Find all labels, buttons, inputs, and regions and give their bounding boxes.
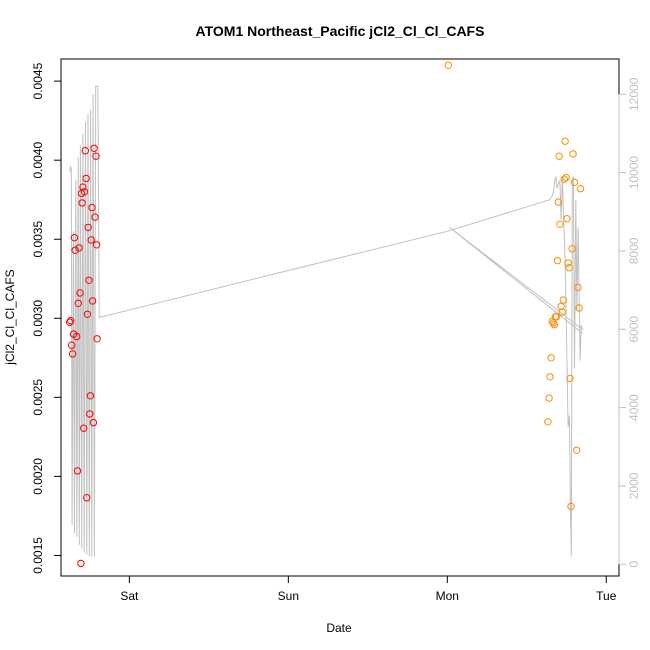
data-point	[573, 446, 581, 454]
y-tick-label: 0.0015	[31, 537, 45, 574]
data-point	[555, 152, 563, 160]
data-point	[566, 374, 574, 383]
data-point	[75, 244, 83, 252]
data-point	[79, 183, 87, 191]
data-point	[546, 373, 554, 381]
data-point	[565, 264, 573, 272]
points-layer	[66, 61, 585, 568]
chart-title: ATOM1 Northeast_Pacific jCl2_Cl_Cl_CAFS	[196, 23, 485, 39]
data-point	[68, 350, 77, 358]
y-tick-label: 0.0035	[31, 221, 45, 258]
data-point	[567, 502, 575, 511]
data-point	[550, 320, 558, 329]
y2-tick-label: 6000	[627, 316, 641, 343]
data-point	[88, 203, 96, 212]
data-point	[71, 246, 79, 255]
data-point	[563, 215, 571, 223]
x-tick-label: Tue	[596, 589, 617, 603]
data-point	[549, 319, 557, 327]
data-point	[568, 245, 576, 253]
data-point	[92, 241, 101, 249]
data-point	[77, 559, 85, 568]
data-point	[70, 234, 79, 242]
data-point	[90, 144, 98, 153]
data-point	[83, 310, 92, 318]
y-tick-label: 0.0025	[31, 379, 45, 416]
data-point	[86, 392, 95, 400]
data-point	[444, 61, 452, 70]
data-point	[76, 289, 84, 297]
y-tick-label: 0.0030	[31, 300, 45, 337]
data-point	[81, 147, 90, 155]
data-point	[88, 297, 97, 305]
data-point	[556, 220, 564, 228]
data-point	[576, 184, 585, 193]
y2-tick-label: 12000	[627, 77, 641, 111]
plot-frame	[60, 58, 620, 577]
data-point	[561, 137, 569, 145]
data-point	[82, 174, 90, 183]
data-point	[553, 256, 562, 265]
data-point	[92, 152, 100, 160]
data-point	[544, 418, 552, 426]
data-point	[558, 308, 566, 316]
data-point	[554, 198, 562, 206]
data-point	[80, 188, 89, 196]
x-tick-label: Mon	[436, 589, 459, 603]
x-tick-label: Sat	[120, 589, 139, 603]
y-axis-label: jCl2_Cl_Cl_CAFS	[3, 269, 17, 365]
x-tick-label: Sun	[278, 589, 299, 603]
data-point	[545, 394, 553, 402]
data-point	[574, 283, 582, 292]
data-point	[87, 236, 95, 244]
data-point	[67, 317, 75, 325]
data-point	[85, 276, 93, 284]
secondary-series-line	[69, 85, 584, 557]
data-point	[547, 354, 555, 362]
data-point	[73, 467, 82, 475]
y-tick-label: 0.0020	[31, 458, 45, 495]
data-point	[575, 304, 583, 312]
y2-tick-label: 8000	[627, 237, 641, 264]
data-point	[570, 178, 579, 187]
data-point	[74, 299, 83, 307]
data-point	[557, 302, 565, 311]
data-point	[73, 332, 81, 341]
data-point	[80, 424, 88, 432]
data-point	[66, 318, 74, 326]
data-point	[91, 213, 99, 221]
data-point	[78, 199, 86, 207]
data-point	[68, 341, 76, 349]
data-point	[562, 173, 570, 182]
y2-tick-label: 4000	[627, 394, 641, 421]
axes-layer: Sat Sun Mon Tue 0.0015 0.0020 0.0025 0.0030 0.00…	[31, 62, 641, 603]
x-axis-label: Date	[326, 621, 352, 635]
y-tick-label: 0.0040	[31, 142, 45, 179]
data-point	[564, 259, 572, 267]
data-point	[559, 296, 568, 304]
data-point	[86, 410, 94, 418]
y2-tick-label: 0	[627, 561, 641, 568]
data-point	[84, 223, 92, 232]
y2-tick-label: 2000	[627, 472, 641, 499]
data-point	[93, 335, 101, 343]
data-point	[560, 175, 568, 183]
data-point	[569, 150, 577, 158]
data-point	[83, 494, 91, 502]
data-point	[89, 418, 98, 427]
y2-tick-label: 10000	[627, 156, 641, 190]
secondary-series-layer	[69, 85, 584, 557]
data-point	[552, 313, 561, 321]
y-tick-label: 0.0045	[31, 62, 45, 99]
